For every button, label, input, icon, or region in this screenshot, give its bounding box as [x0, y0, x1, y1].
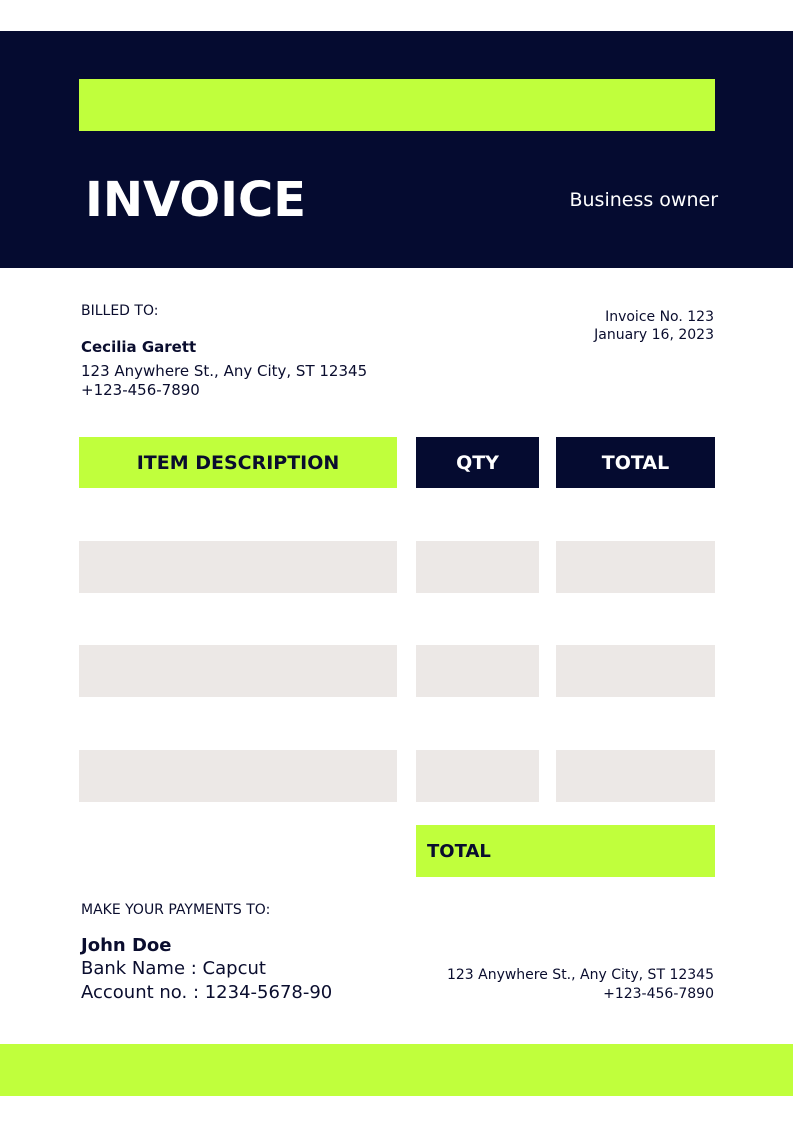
header-band — [0, 31, 793, 268]
row-3-qty[interactable] — [416, 750, 539, 802]
invoice-number: Invoice No. 123 — [605, 309, 714, 325]
footer-band — [0, 1044, 793, 1096]
header-accent-bar — [79, 79, 715, 131]
row-1-total[interactable] — [556, 541, 715, 593]
invoice-date: January 16, 2023 — [594, 327, 714, 343]
row-2-qty[interactable] — [416, 645, 539, 697]
payee-phone: +123-456-7890 — [603, 986, 714, 1002]
row-1-description[interactable] — [79, 541, 397, 593]
page-title: INVOICE — [85, 172, 307, 228]
account-number: Account no. : 1234-5678-90 — [81, 982, 333, 1003]
business-owner: Business owner — [569, 189, 718, 211]
col-header-qty: QTY — [416, 437, 539, 488]
billed-to-label: BILLED TO: — [81, 303, 159, 319]
grand-total-label: TOTAL — [427, 840, 491, 862]
row-2-total[interactable] — [556, 645, 715, 697]
grand-total-box: TOTAL — [416, 825, 715, 877]
client-name: Cecilia Garett — [81, 338, 197, 356]
bank-name: Bank Name : Capcut — [81, 958, 266, 979]
col-header-total: TOTAL — [556, 437, 715, 488]
row-1-qty[interactable] — [416, 541, 539, 593]
payment-label: MAKE YOUR PAYMENTS TO: — [81, 902, 271, 918]
payee-name: John Doe — [81, 935, 172, 956]
row-2-description[interactable] — [79, 645, 397, 697]
row-3-total[interactable] — [556, 750, 715, 802]
client-phone: +123-456-7890 — [81, 381, 200, 399]
row-3-description[interactable] — [79, 750, 397, 802]
col-header-item-description: ITEM DESCRIPTION — [79, 437, 397, 488]
payee-address: 123 Anywhere St., Any City, ST 12345 — [446, 967, 714, 983]
client-address: 123 Anywhere St., Any City, ST 12345 — [81, 362, 368, 380]
